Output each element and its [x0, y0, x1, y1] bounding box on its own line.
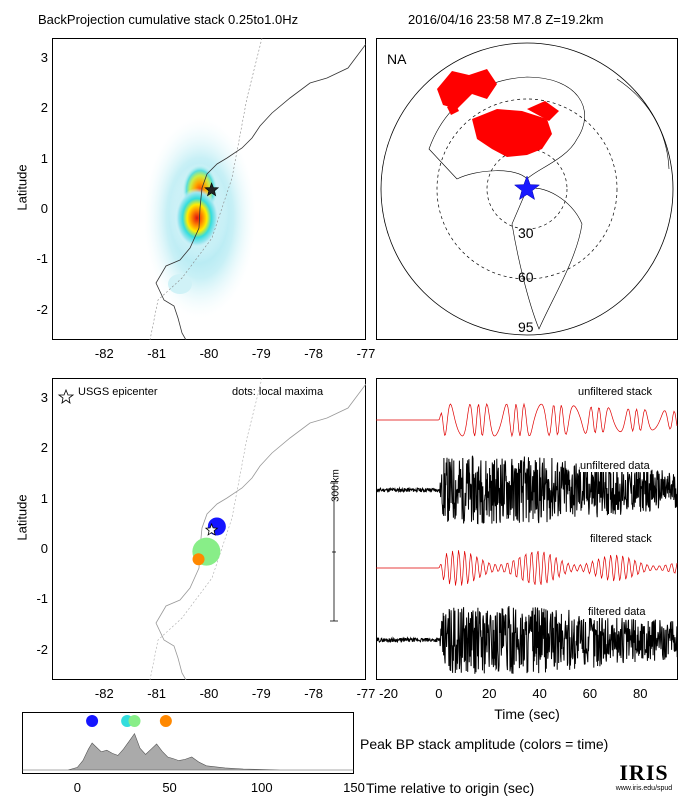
label-unfiltered-stack: unfiltered stack: [578, 386, 652, 398]
scale-label-wrap: 300 km: [326, 458, 346, 518]
x-tick-label: -79: [251, 686, 271, 701]
globe-epicenter-star-icon: [513, 175, 541, 201]
y-tick-label: 0: [40, 201, 48, 217]
y-tick-label: -1: [36, 251, 48, 267]
peak-xlabel: Time relative to origin (sec): [366, 780, 535, 796]
iris-logo-text: IRIS: [619, 760, 669, 785]
peak-caption: Peak BP stack amplitude (colors = time): [360, 736, 609, 752]
x-tick-label: -77: [356, 346, 376, 361]
local-maximum-dot: [192, 553, 205, 566]
waveform-trace: [376, 455, 678, 525]
distance-ring-60: [436, 98, 618, 280]
waveform-plot: [376, 378, 678, 680]
y-tick-label: 3: [40, 50, 48, 66]
south-america-outline: [511, 187, 583, 330]
x-tick-label: 50: [162, 780, 177, 795]
station-cluster: [437, 69, 559, 157]
europe-outline: [616, 78, 670, 170]
waveform-trace: [376, 605, 678, 674]
globe-panel: NA 30 60 95: [376, 38, 678, 340]
x-tick-label: -80: [199, 346, 219, 361]
x-tick-label: -77: [356, 686, 376, 701]
y-tick-label: -2: [36, 301, 48, 317]
bottom-map-yticks: 3 2 1 0 -1 -2: [30, 378, 50, 680]
x-tick-label: -81: [147, 686, 167, 701]
globe-region-label: NA: [387, 51, 407, 67]
waveform-traces: [376, 402, 678, 674]
energy-blob: [168, 274, 192, 294]
epicenter-star-icon: [204, 522, 219, 536]
scale-label: 300 km: [330, 469, 342, 502]
x-tick-label: -78: [304, 346, 324, 361]
x-tick-label: -82: [94, 686, 114, 701]
label-filtered-data: filtered data: [588, 606, 646, 618]
x-tick-label: -79: [251, 346, 271, 361]
x-tick-label: 0: [73, 780, 81, 795]
y-tick-label: 2: [40, 440, 48, 456]
x-tick-label: -78: [304, 686, 324, 701]
waveform-xlabel: Time (sec): [494, 706, 560, 722]
peak-time-dot: [159, 715, 172, 727]
x-tick-label: -81: [147, 346, 167, 361]
iris-logo-url: www.iris.edu/spud: [615, 785, 673, 792]
legend-maxima: dots: local maxima: [232, 386, 324, 398]
iris-logo: IRIS www.iris.edu/spud: [612, 762, 676, 793]
label-unfiltered-data: unfiltered data: [580, 460, 650, 472]
event-info: 2016/04/16 23:58 M7.8 Z=19.2km: [408, 12, 604, 27]
y-tick-label: 0: [40, 541, 48, 557]
bottom-map-plot: [52, 378, 366, 680]
x-tick-label: -20: [379, 686, 398, 701]
trench-line: [149, 38, 263, 340]
peak-time-dots: [86, 715, 172, 727]
x-tick-label: 150: [343, 780, 365, 795]
y-tick-label: -1: [36, 591, 48, 607]
x-tick-label: -82: [94, 346, 114, 361]
epicenter-star-icon: [204, 182, 220, 197]
top-map-ylabel: Latitude: [14, 164, 30, 211]
coastline: [155, 43, 366, 340]
legend-epicenter: USGS epicenter: [78, 386, 158, 398]
coastline: [155, 383, 366, 680]
energy-peak-south: [175, 188, 219, 248]
peak-amplitude-area: [22, 732, 354, 771]
ring-label-30: 30: [518, 225, 534, 241]
ring-label-95: 95: [518, 319, 534, 335]
y-tick-label: 2: [40, 100, 48, 116]
x-tick-label: 80: [633, 686, 648, 701]
x-tick-label: 0: [435, 686, 443, 701]
globe-outline: [380, 42, 674, 336]
waveform-trace: [376, 402, 678, 438]
bottom-map-ylabel: Latitude: [14, 494, 30, 541]
x-tick-label: 60: [582, 686, 598, 701]
peak-amplitude-plot: [22, 712, 354, 774]
y-tick-label: 1: [40, 490, 48, 506]
x-tick-label: 100: [250, 780, 273, 795]
top-map-xticks: -82 -81 -80 -79 -78 -77: [52, 346, 375, 364]
page-title: BackProjection cumulative stack 0.25to1.…: [38, 12, 299, 27]
globe-plot: [380, 42, 674, 336]
y-tick-label: 3: [40, 390, 48, 406]
waveform-trace: [376, 550, 678, 586]
ring-label-60: 60: [518, 269, 534, 285]
peak-time-dot: [86, 715, 99, 727]
legend-star-icon: [57, 388, 75, 404]
trench-line: [149, 378, 263, 680]
peak-xticks: 0 50 100 150: [22, 780, 365, 798]
top-map-yticks: 3 2 1 0 -1 -2: [30, 38, 50, 340]
waveform-xticks: -20 0 20 40 60 80: [376, 686, 678, 704]
peak-time-dot: [128, 715, 141, 727]
x-tick-label: 40: [532, 686, 547, 701]
y-tick-label: 1: [40, 150, 48, 166]
top-map-plot: [52, 38, 366, 340]
y-tick-label: -2: [36, 641, 48, 657]
label-filtered-stack: filtered stack: [590, 533, 652, 545]
bottom-map-xticks: -82 -81 -80 -79 -78 -77: [52, 686, 375, 704]
x-tick-label: 20: [482, 686, 497, 701]
x-tick-label: -80: [199, 686, 219, 701]
